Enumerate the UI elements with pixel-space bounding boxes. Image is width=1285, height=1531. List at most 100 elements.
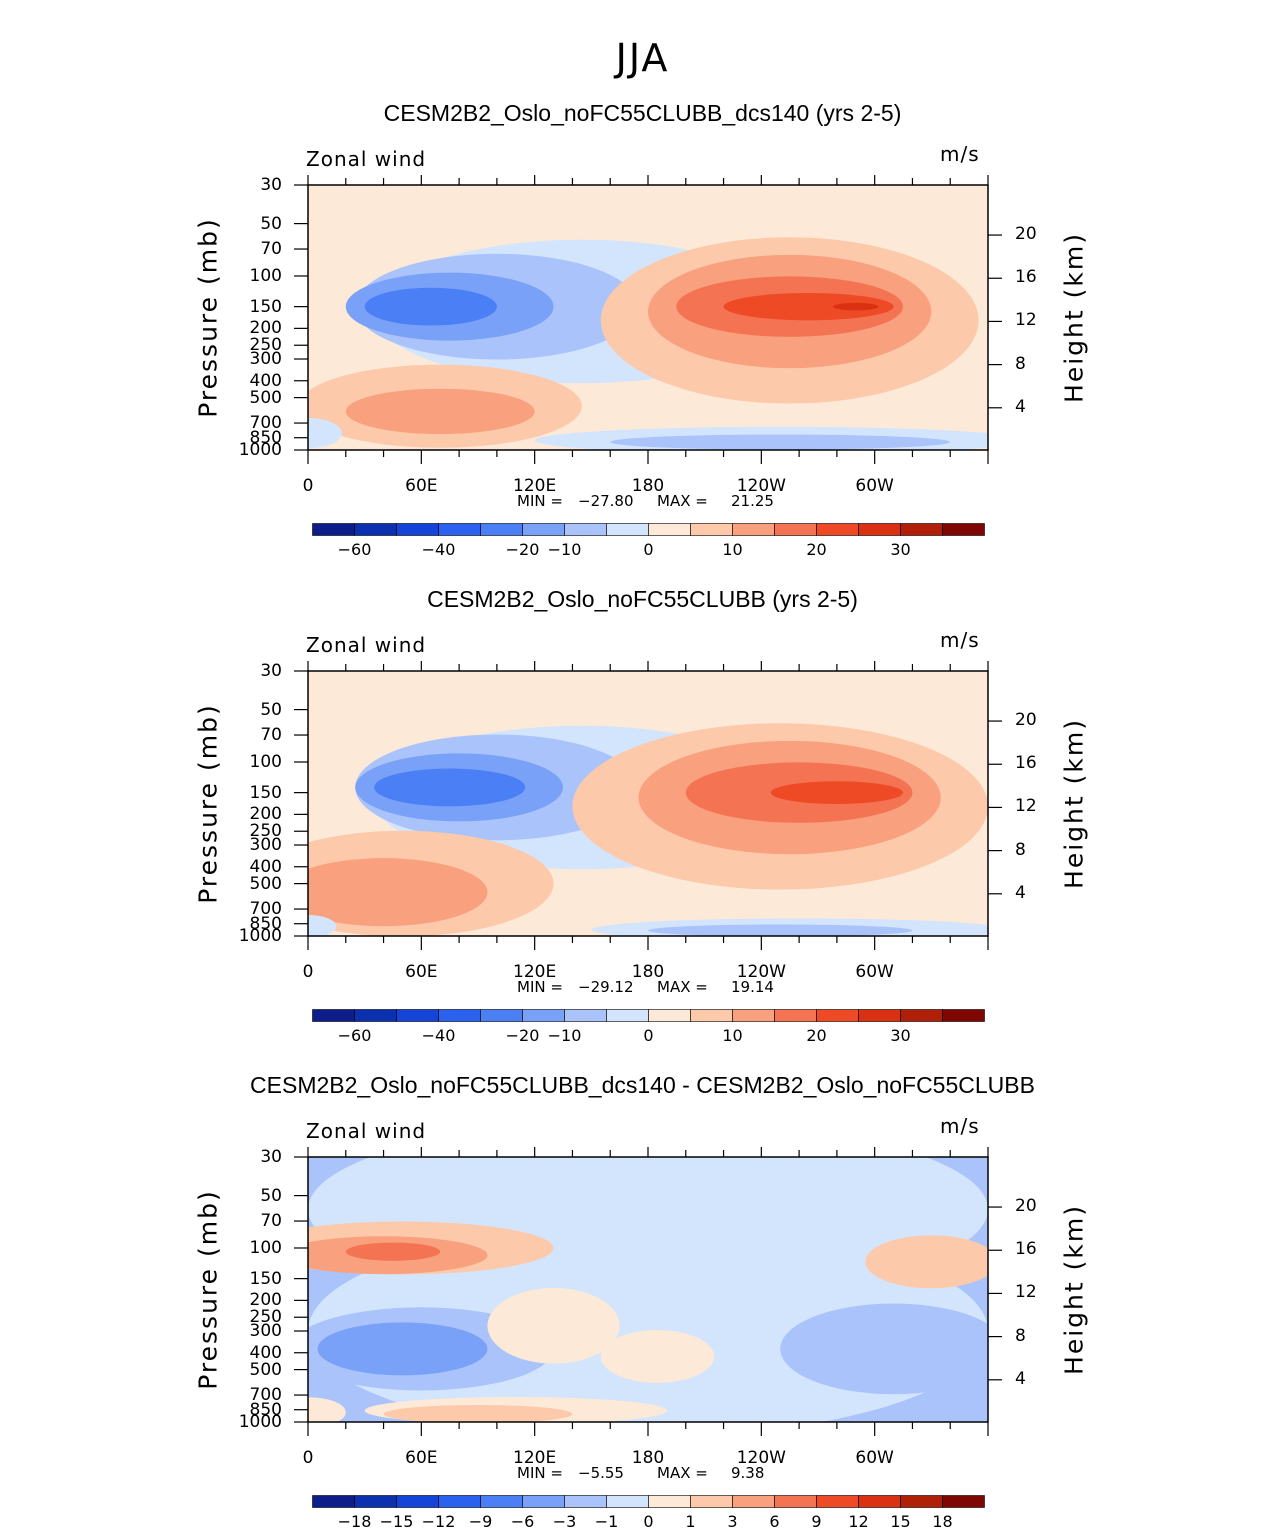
colorbar-swatch bbox=[732, 1495, 775, 1508]
x-tick-label: 0 bbox=[302, 1448, 314, 1468]
pressure-tick-label: 250 bbox=[249, 821, 282, 842]
colorbar-label: −18 bbox=[337, 1512, 372, 1531]
colorbar-swatch bbox=[606, 1009, 649, 1022]
variable-label: Zonal wind bbox=[306, 1119, 427, 1143]
pressure-tick-label: 500 bbox=[249, 1359, 282, 1380]
height-tick-label: 16 bbox=[1015, 1239, 1037, 1260]
x-tick-label: 0 bbox=[302, 962, 314, 982]
colorbar-swatch bbox=[942, 1009, 985, 1022]
colorbar-swatch bbox=[858, 1495, 901, 1508]
y-axis-label-right: Height (km) bbox=[1059, 718, 1089, 889]
x-tick-label: 180 bbox=[631, 962, 665, 982]
x-tick-label: 60W bbox=[855, 476, 894, 496]
colorbar-swatch bbox=[312, 1009, 355, 1022]
units-label: m/s bbox=[940, 1114, 980, 1138]
panel-title: CESM2B2_Oslo_noFC55CLUBB (yrs 2-5) bbox=[427, 586, 858, 612]
height-tick-label: 4 bbox=[1015, 1368, 1026, 1389]
pressure-tick-label: 30 bbox=[260, 1147, 282, 1167]
colorbar-label: 0 bbox=[643, 1026, 654, 1045]
colorbar-swatch bbox=[564, 1009, 607, 1022]
pressure-tick-label: 500 bbox=[249, 387, 282, 408]
colorbar-swatch bbox=[564, 523, 607, 536]
colorbar-label: 6 bbox=[769, 1512, 780, 1531]
units-label: m/s bbox=[940, 628, 980, 652]
pressure-tick-label: 400 bbox=[249, 856, 282, 877]
colorbar-swatch bbox=[900, 1495, 943, 1508]
height-tick-label: 4 bbox=[1015, 882, 1026, 903]
figure-title: JJA bbox=[615, 36, 670, 80]
x-tick-label: 180 bbox=[631, 476, 665, 496]
pressure-tick-label: 200 bbox=[249, 1290, 282, 1311]
height-tick-label: 8 bbox=[1015, 839, 1026, 860]
contour-plot bbox=[294, 175, 1002, 464]
colorbar-swatch bbox=[522, 1495, 565, 1508]
pressure-tick-label: 400 bbox=[249, 1342, 282, 1363]
colorbar-swatch bbox=[942, 1495, 985, 1508]
x-tick-label: 120W bbox=[736, 1448, 786, 1468]
colorbar-swatch bbox=[774, 1495, 817, 1508]
colorbar-swatch bbox=[354, 1495, 397, 1508]
colorbar-swatch bbox=[396, 523, 439, 536]
colorbar bbox=[312, 1495, 985, 1508]
x-tick-label: 60W bbox=[855, 1448, 894, 1468]
height-tick-label: 12 bbox=[1015, 310, 1037, 331]
contour-region bbox=[308, 418, 342, 449]
colorbar-label: −10 bbox=[547, 1026, 582, 1045]
colorbar-swatch bbox=[480, 1495, 523, 1508]
colorbar-label: −60 bbox=[337, 1026, 372, 1045]
height-tick-label: 8 bbox=[1015, 1325, 1026, 1346]
pressure-tick-label: 200 bbox=[249, 804, 282, 825]
colorbar-swatch bbox=[858, 1009, 901, 1022]
colorbar-label: 18 bbox=[932, 1512, 953, 1531]
contour-region bbox=[833, 302, 879, 311]
min-value: −5.55 bbox=[578, 1464, 624, 1482]
contour-region bbox=[308, 915, 337, 936]
height-tick-label: 20 bbox=[1015, 710, 1037, 731]
colorbar-label: −40 bbox=[421, 1026, 456, 1045]
panel-title: CESM2B2_Oslo_noFC55CLUBB_dcs140 (yrs 2-5… bbox=[383, 100, 902, 126]
min-value: −29.12 bbox=[578, 978, 634, 996]
min-label: MIN = bbox=[517, 492, 563, 510]
contour-region bbox=[610, 434, 951, 450]
pressure-tick-label: 250 bbox=[249, 1307, 282, 1328]
pressure-tick-label: 50 bbox=[260, 699, 282, 720]
contour-region bbox=[345, 388, 535, 435]
pressure-tick-label: 250 bbox=[249, 335, 282, 356]
x-tick-label: 0 bbox=[302, 476, 314, 496]
colorbar-swatch bbox=[522, 1009, 565, 1022]
height-tick-label: 12 bbox=[1015, 1282, 1037, 1303]
colorbar-label: −6 bbox=[510, 1512, 535, 1531]
contour-region bbox=[317, 1322, 488, 1376]
colorbar bbox=[312, 1009, 985, 1022]
colorbar-label: −20 bbox=[505, 1026, 540, 1045]
min-label: MIN = bbox=[517, 978, 563, 996]
colorbar-label: 1 bbox=[685, 1512, 696, 1531]
pressure-tick-label: 100 bbox=[249, 1237, 282, 1258]
colorbar-swatch bbox=[480, 523, 523, 536]
contour-region bbox=[364, 287, 497, 326]
pressure-tick-label: 700 bbox=[249, 413, 282, 434]
colorbar-swatch bbox=[354, 1009, 397, 1022]
colorbar-swatch bbox=[816, 1495, 859, 1508]
pressure-tick-label: 50 bbox=[260, 213, 282, 234]
colorbar-label: −10 bbox=[547, 540, 582, 559]
colorbar-label: 3 bbox=[727, 1512, 738, 1531]
max-value: 21.25 bbox=[731, 492, 774, 510]
pressure-tick-label: 100 bbox=[249, 751, 282, 772]
contour-region bbox=[780, 1303, 988, 1395]
colorbar-swatch bbox=[312, 523, 355, 536]
colorbar-swatch bbox=[438, 1495, 481, 1508]
x-tick-label: 120E bbox=[513, 476, 557, 496]
variable-label: Zonal wind bbox=[306, 147, 427, 171]
colorbar-label: 30 bbox=[890, 540, 911, 559]
colorbar-label: 9 bbox=[811, 1512, 822, 1531]
colorbar-swatch bbox=[564, 1495, 607, 1508]
height-tick-label: 12 bbox=[1015, 796, 1037, 817]
variable-label: Zonal wind bbox=[306, 633, 427, 657]
contour-region bbox=[770, 781, 903, 804]
height-tick-label: 16 bbox=[1015, 753, 1037, 774]
pressure-tick-label: 300 bbox=[249, 349, 282, 369]
colorbar-label: 10 bbox=[722, 1026, 743, 1045]
colorbar-swatch bbox=[732, 523, 775, 536]
colorbar-label: −40 bbox=[421, 540, 456, 559]
